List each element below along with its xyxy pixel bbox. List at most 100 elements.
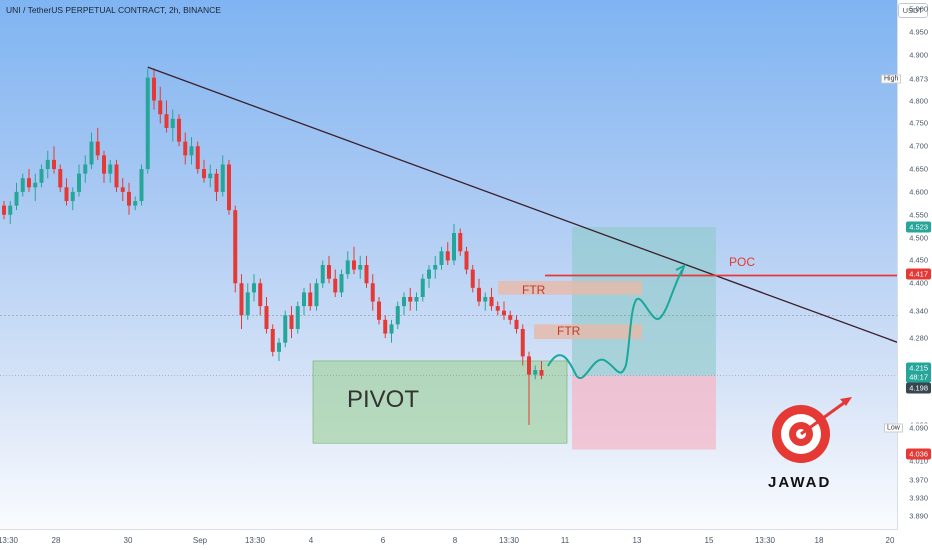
target-arrow-icon (772, 397, 852, 463)
candle-body (458, 233, 463, 252)
candle-body (427, 269, 431, 279)
time-tick-label: Sep (192, 536, 208, 545)
candle-body (370, 283, 375, 302)
candle-body (2, 205, 6, 215)
candle-body (308, 292, 313, 307)
trendline (147, 66, 932, 356)
candle-body (289, 315, 294, 329)
price-tag: 4.198 (906, 382, 931, 394)
time-tick-label: 13:30 (498, 536, 520, 545)
price-tick-label: 4.500 (909, 233, 928, 243)
candle-body (489, 296, 494, 307)
candle-body (333, 278, 338, 293)
candle-body (483, 296, 488, 302)
candle-body (520, 328, 525, 357)
candle-body (139, 169, 144, 202)
time-tick-label: 13:30 (754, 536, 776, 545)
candle-body (177, 118, 181, 142)
candle-body (508, 315, 513, 320)
price-tick-label: 4.750 (909, 118, 928, 128)
price-tag: 4.523 (906, 221, 931, 233)
candle-body (58, 169, 63, 188)
candle-body (345, 260, 350, 275)
price-tick-label: 4.400 (909, 278, 928, 288)
candle-body (64, 187, 69, 202)
target-zone (572, 227, 716, 376)
candle-body (420, 278, 425, 297)
candle-body (283, 315, 288, 343)
candle-body (89, 141, 94, 165)
candle-body (464, 251, 469, 270)
price-tick-label: 4.600 (909, 187, 928, 197)
ftr-upper-label: FTR (522, 283, 546, 297)
candle-body (539, 370, 544, 376)
candle-body (127, 191, 131, 206)
candle-body (33, 182, 38, 188)
price-tick-label: 4.650 (909, 164, 928, 174)
projection-path (547, 269, 683, 379)
candle-body (439, 251, 444, 265)
pair-title: UNI / TetherUS PERPETUAL CONTRACT, 2h, B… (6, 5, 221, 15)
time-tick-label: 30 (123, 536, 133, 545)
time-tick-label: 13:30 (244, 536, 266, 545)
candle-body (133, 201, 138, 206)
candle-body (39, 169, 44, 183)
candle-body (408, 296, 413, 302)
jawad-logo: JAWAD (768, 388, 858, 498)
ftr-lower-zone (534, 324, 642, 340)
candle-body (233, 210, 238, 284)
time-tick-label: 28 (51, 536, 61, 545)
candle-body (83, 164, 88, 174)
candle-body (170, 118, 175, 128)
candle-body (27, 178, 31, 188)
candle-body (77, 173, 81, 192)
time-tick-label: 13:30 (0, 536, 19, 545)
candle-body (227, 164, 231, 211)
candle-body (239, 283, 244, 316)
candle-body (20, 178, 25, 192)
candle-body (327, 265, 331, 279)
candle-body (364, 265, 369, 284)
candle-body (264, 306, 269, 329)
candle-body (533, 370, 538, 375)
ftr-lower-label: FTR (557, 324, 581, 338)
candle-body (527, 356, 531, 375)
candle-body (258, 283, 263, 307)
candle-body (277, 342, 281, 352)
candle-body (389, 324, 394, 334)
candle-body (95, 141, 100, 156)
candle-body (295, 306, 300, 329)
candle-body (202, 169, 206, 179)
price-tick-label: 4.550 (909, 210, 928, 220)
poc-label: POC (729, 255, 756, 269)
candle-body (470, 269, 475, 288)
candle-body (220, 164, 225, 192)
projection-arrowhead (675, 264, 686, 276)
price-tick-label: 4.010 (909, 456, 928, 466)
candle-body (445, 251, 450, 261)
candle-body (314, 283, 319, 307)
pivot-label: PIVOT (347, 386, 420, 413)
candle-body (195, 146, 200, 170)
candle-body (52, 159, 56, 170)
candle-body (383, 319, 388, 334)
candle-body (514, 319, 519, 329)
stop-zone (572, 375, 716, 450)
candle-body (70, 191, 75, 202)
low-value: 4.090 (909, 423, 928, 433)
currency-button[interactable]: USDT (897, 3, 928, 18)
candle-body (145, 77, 150, 170)
time-tick-label: 6 (380, 536, 386, 545)
ftr-upper-zone (498, 280, 642, 295)
candle-body (108, 164, 113, 174)
price-tick-label: 3.890 (909, 511, 928, 521)
candle-body (114, 164, 119, 188)
price-tag: 4.417 (906, 268, 931, 280)
price-tick-label: 4.280 (909, 333, 928, 343)
price-tick-label: 4.700 (909, 141, 928, 151)
time-axis[interactable] (0, 529, 898, 550)
price-tick-label: 4.950 (909, 27, 928, 37)
price-tick-label: 4.800 (909, 96, 928, 106)
